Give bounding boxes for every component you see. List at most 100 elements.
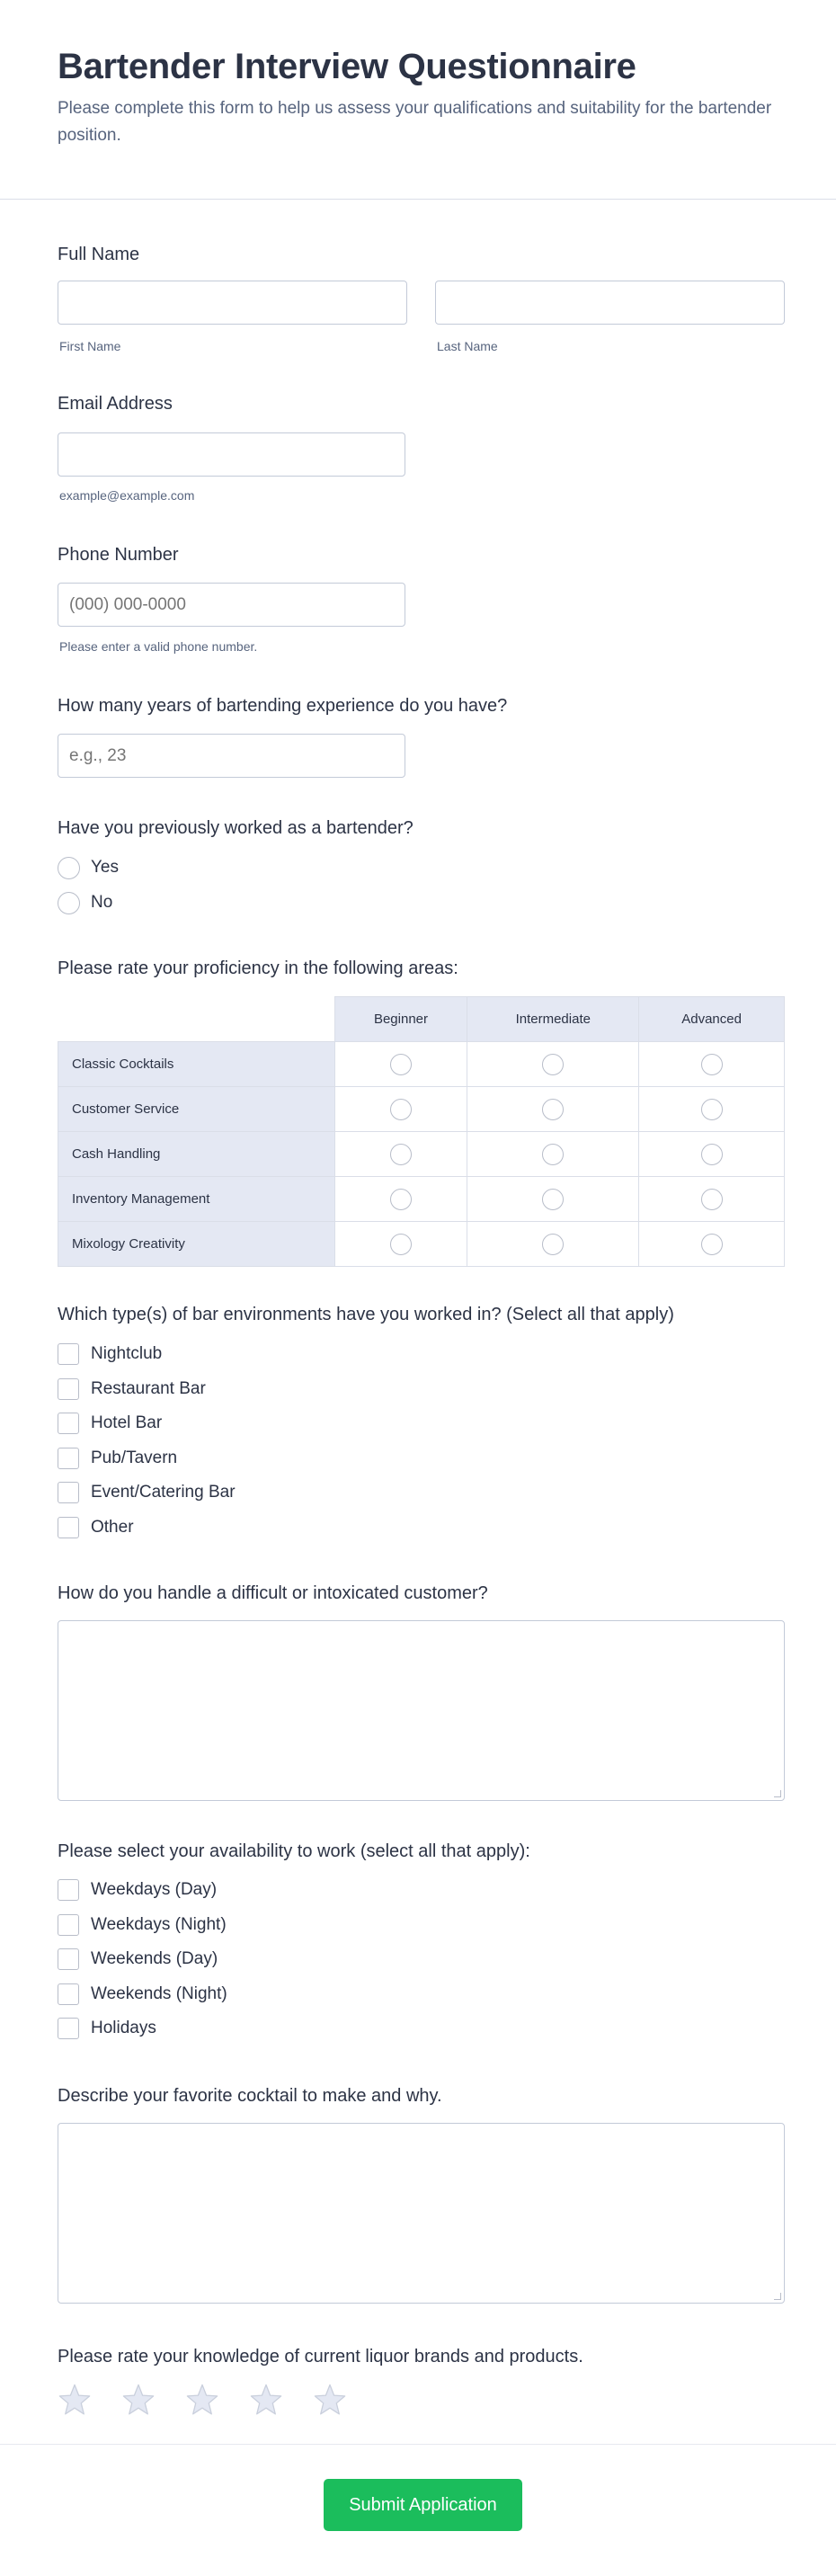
matrix-radio[interactable]: [542, 1188, 565, 1210]
checkbox[interactable]: [58, 1948, 79, 1970]
matrix-column-header: Beginner: [334, 996, 468, 1042]
matrix-radio[interactable]: [389, 1098, 412, 1120]
star-icon[interactable]: [58, 2383, 92, 2421]
star-icon[interactable]: [185, 2383, 219, 2421]
difficult-label: How do you handle a difficult or intoxic…: [58, 1583, 488, 1603]
email-label: Email Address: [58, 394, 173, 414]
matrix-row: Customer Service: [58, 1086, 785, 1132]
checkbox-weekdays-day[interactable]: Weekdays (Day): [58, 1878, 217, 1902]
last-name-input[interactable]: [435, 281, 785, 325]
matrix-row-label: Mixology Creativity: [58, 1221, 335, 1267]
difficult-textarea[interactable]: [58, 1620, 785, 1801]
matrix-column-header: Intermediate: [467, 996, 640, 1042]
star-icon[interactable]: [313, 2383, 347, 2421]
matrix-radio[interactable]: [542, 1143, 565, 1165]
option-label: Weekdays (Night): [91, 1915, 227, 1934]
matrix-radio[interactable]: [542, 1053, 565, 1075]
checkbox[interactable]: [58, 1879, 79, 1901]
checkbox[interactable]: [58, 1914, 79, 1936]
matrix-row: Mixology Creativity: [58, 1221, 785, 1267]
matrix-radio[interactable]: [542, 1233, 565, 1255]
previously-label: Have you previously worked as a bartende…: [58, 818, 414, 838]
checkbox[interactable]: [58, 1413, 79, 1434]
matrix-radio[interactable]: [389, 1053, 412, 1075]
option-label: Restaurant Bar: [91, 1379, 206, 1398]
option-label: Other: [91, 1518, 134, 1537]
star-rating[interactable]: [58, 2383, 347, 2421]
checkbox-event-catering-bar[interactable]: Event/Catering Bar: [58, 1481, 236, 1504]
cocktail-label: Describe your favorite cocktail to make …: [58, 2086, 442, 2106]
option-label: Weekends (Day): [91, 1949, 218, 1968]
checkbox[interactable]: [58, 1983, 79, 2005]
matrix-corner: [58, 996, 335, 1042]
matrix-radio[interactable]: [700, 1053, 723, 1075]
option-label: Weekends (Night): [91, 1984, 227, 2003]
matrix-row: Inventory Management: [58, 1176, 785, 1222]
checkbox[interactable]: [58, 1448, 79, 1469]
option-label: Nightclub: [91, 1344, 163, 1363]
email-input[interactable]: [58, 432, 405, 477]
availability-label: Please select your availability to work …: [58, 1841, 530, 1861]
checkbox[interactable]: [58, 1482, 79, 1503]
radio-no[interactable]: No: [58, 891, 112, 914]
submit-button[interactable]: Submit Application: [324, 2479, 522, 2531]
radio-yes[interactable]: Yes: [58, 856, 119, 879]
full-name-label: Full Name: [58, 245, 140, 264]
years-input[interactable]: [58, 734, 405, 778]
resize-handle[interactable]: [774, 2293, 781, 2300]
option-label: Pub/Tavern: [91, 1448, 178, 1467]
matrix-radio[interactable]: [389, 1143, 412, 1165]
resize-handle[interactable]: [774, 1790, 781, 1797]
last-name-sublabel: Last Name: [437, 339, 498, 353]
checkbox-other[interactable]: Other: [58, 1516, 134, 1539]
checkbox[interactable]: [58, 1343, 79, 1365]
option-label: No: [91, 893, 113, 912]
matrix-radio[interactable]: [700, 1188, 723, 1210]
phone-help: Please enter a valid phone number.: [59, 639, 258, 654]
checkbox-holidays[interactable]: Holidays: [58, 2017, 156, 2040]
page-subtitle: Please complete this form to help us ass…: [58, 99, 772, 145]
option-label: Event/Catering Bar: [91, 1483, 236, 1502]
matrix-radio[interactable]: [389, 1188, 412, 1210]
matrix-row: Classic Cocktails: [58, 1041, 785, 1087]
star-icon[interactable]: [249, 2383, 283, 2421]
checkbox[interactable]: [58, 1517, 79, 1538]
checkbox-restaurant-bar[interactable]: Restaurant Bar: [58, 1377, 206, 1401]
matrix-radio[interactable]: [389, 1233, 412, 1255]
matrix-column-header: Advanced: [638, 996, 785, 1042]
knowledge-label: Please rate your knowledge of current li…: [58, 2347, 583, 2367]
environments-label: Which type(s) of bar environments have y…: [58, 1305, 674, 1324]
matrix-radio[interactable]: [700, 1143, 723, 1165]
matrix-radio[interactable]: [542, 1098, 565, 1120]
page-title: Bartender Interview Questionnaire: [58, 47, 636, 86]
matrix-radio[interactable]: [700, 1233, 723, 1255]
checkbox-hotel-bar[interactable]: Hotel Bar: [58, 1412, 162, 1435]
option-label: Weekdays (Day): [91, 1880, 218, 1899]
checkbox-weekdays-night[interactable]: Weekdays (Night): [58, 1913, 227, 1937]
footer-divider: [0, 2444, 836, 2445]
cocktail-textarea[interactable]: [58, 2123, 785, 2304]
checkbox-weekends-day[interactable]: Weekends (Day): [58, 1948, 218, 1971]
matrix-radio[interactable]: [700, 1098, 723, 1120]
matrix-row-label: Inventory Management: [58, 1176, 335, 1222]
option-label: Holidays: [91, 2019, 156, 2037]
first-name-input[interactable]: [58, 281, 407, 325]
checkbox[interactable]: [58, 2018, 79, 2039]
checkbox-nightclub[interactable]: Nightclub: [58, 1342, 162, 1366]
option-label: Yes: [91, 858, 119, 877]
checkbox-weekends-night[interactable]: Weekends (Night): [58, 1983, 227, 2006]
checkbox[interactable]: [58, 1378, 79, 1400]
matrix-row-label: Cash Handling: [58, 1131, 335, 1177]
phone-label: Phone Number: [58, 545, 179, 565]
first-name-sublabel: First Name: [59, 339, 121, 353]
proficiency-matrix: Beginner Intermediate Advanced Classic C…: [58, 996, 785, 1267]
radio-circle[interactable]: [58, 891, 80, 914]
proficiency-label: Please rate your proficiency in the foll…: [58, 958, 458, 978]
option-label: Hotel Bar: [91, 1413, 163, 1432]
star-icon[interactable]: [121, 2383, 156, 2421]
radio-circle[interactable]: [58, 856, 80, 879]
years-label: How many years of bartending experience …: [58, 696, 508, 716]
matrix-row-label: Customer Service: [58, 1086, 335, 1132]
checkbox-pub-tavern[interactable]: Pub/Tavern: [58, 1447, 177, 1470]
phone-input[interactable]: [58, 583, 405, 627]
